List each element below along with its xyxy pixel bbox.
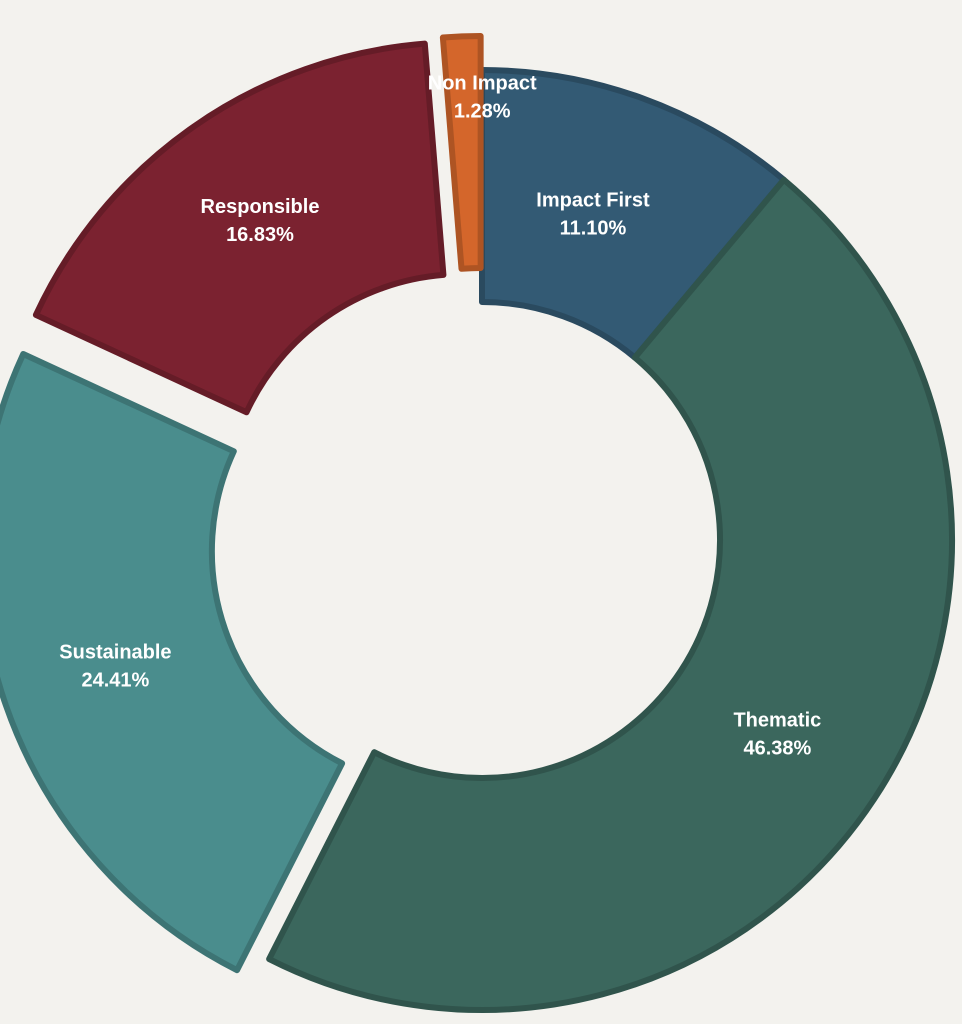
label-thematic-value: 46.38% (743, 737, 811, 759)
label-responsible-name: Responsible (201, 196, 320, 218)
slice-non-impact (439, 33, 484, 272)
label-impact-first-name: Impact First (536, 190, 650, 212)
label-sustainable-name: Sustainable (59, 641, 171, 663)
slice-responsible (32, 40, 447, 416)
label-impact-first-value: 11.10% (560, 218, 627, 240)
slice-impact-first (479, 67, 787, 361)
label-non-impact-name: Non Impact (428, 73, 537, 95)
slice-thematic (266, 176, 955, 1013)
label-thematic-name: Thematic (733, 709, 821, 731)
label-sustainable-value: 24.41% (82, 669, 150, 691)
label-non-impact-value: 1.28% (454, 101, 511, 123)
slice-sustainable (0, 350, 346, 974)
label-responsible-value: 16.83% (226, 224, 294, 246)
